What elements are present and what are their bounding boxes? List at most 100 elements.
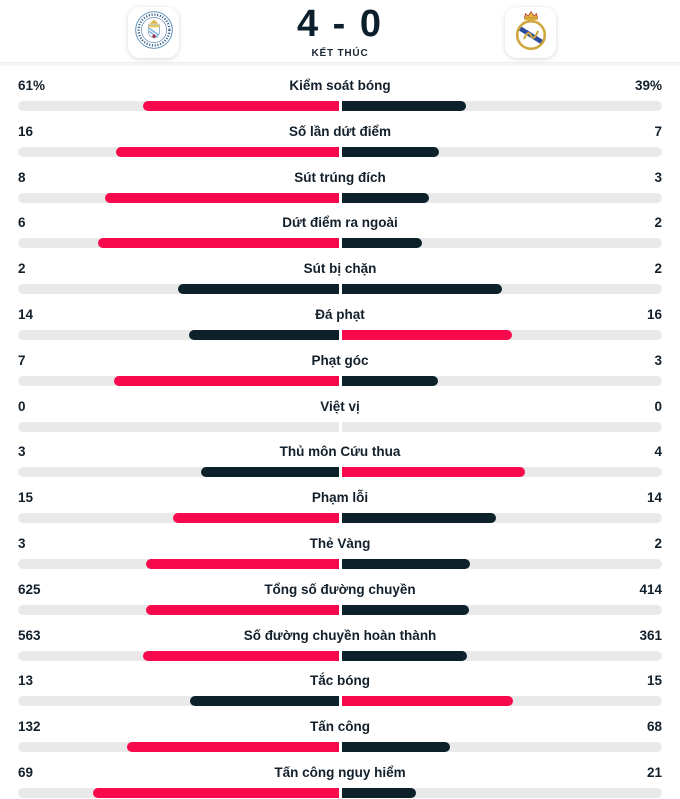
stat-row: Tấn công 132 68 <box>18 707 662 753</box>
stat-bar <box>18 604 662 615</box>
away-value: 16 <box>646 306 662 322</box>
home-value: 69 <box>18 764 34 780</box>
stat-bar <box>18 513 662 524</box>
stat-label: Phạt góc <box>311 352 369 368</box>
home-value: 61% <box>18 78 46 93</box>
stat-label: Việt vị <box>320 398 360 414</box>
away-bar <box>341 467 525 478</box>
away-value: 14 <box>646 490 662 506</box>
match-header: 4 - 0 KẾT THÚC <box>0 0 680 62</box>
home-bar <box>145 604 339 615</box>
stat-bar <box>18 467 662 478</box>
stat-bar <box>18 284 662 295</box>
stat-row: Việt vị 0 0 <box>18 387 662 433</box>
stat-row: Thủ môn Cứu thua 3 4 <box>18 432 662 478</box>
away-bar <box>341 329 513 340</box>
home-value: 13 <box>18 673 34 689</box>
bar-track-right <box>341 604 662 615</box>
bar-track-right <box>341 375 662 386</box>
bar-track-left <box>18 421 339 432</box>
home-value: 7 <box>18 352 26 368</box>
home-value: 6 <box>18 215 26 231</box>
bar-track-right <box>341 238 662 249</box>
bar-track-right <box>341 558 662 569</box>
stat-label: Phạm lỗi <box>311 490 369 506</box>
header-divider <box>0 62 680 66</box>
away-bar <box>341 192 429 203</box>
stat-row: Tổng số đường chuyền 625 414 <box>18 570 662 616</box>
bar-track-left <box>18 696 339 707</box>
away-value: 414 <box>639 581 662 597</box>
away-value: 4 <box>654 444 662 460</box>
stat-row: Kiểm soát bóng 61% 39% <box>18 66 662 112</box>
away-value: 2 <box>654 215 662 231</box>
away-value: 3 <box>654 352 662 368</box>
away-bar <box>341 375 438 386</box>
stat-row: Số đường chuyền hoàn thành 563 361 <box>18 616 662 662</box>
away-value: 68 <box>646 719 662 735</box>
home-bar <box>105 192 339 203</box>
stats-list: Kiểm soát bóng 61% 39% Số lần dứt điểm 1… <box>0 66 680 799</box>
home-bar <box>115 146 339 157</box>
stat-row: Đá phạt 14 16 <box>18 295 662 341</box>
stat-label: Tấn công <box>310 719 370 735</box>
stat-row: Sút bị chặn 2 2 <box>18 249 662 295</box>
bar-track-right <box>341 284 662 295</box>
home-value: 3 <box>18 444 26 460</box>
stat-bar <box>18 742 662 753</box>
man-city-logo-icon <box>134 10 174 55</box>
stat-label: Sút bị chặn <box>303 261 377 277</box>
home-bar <box>98 238 339 249</box>
bar-track-right <box>341 101 662 111</box>
stat-label: Tổng số đường chuyền <box>264 581 416 597</box>
away-value: 39% <box>634 78 662 93</box>
bar-track-right <box>341 192 662 203</box>
away-bar <box>341 238 422 249</box>
stat-row: Dứt điểm ra ngoài 6 2 <box>18 203 662 249</box>
bar-track-right <box>341 742 662 753</box>
away-bar <box>341 696 514 707</box>
stat-label: Dứt điểm ra ngoài <box>282 215 398 231</box>
home-value: 132 <box>18 719 41 735</box>
away-value: 21 <box>646 764 662 780</box>
bar-track-left <box>18 467 339 478</box>
away-value: 15 <box>646 673 662 689</box>
stat-bar <box>18 101 662 111</box>
home-value: 15 <box>18 490 34 506</box>
home-bar <box>114 375 339 386</box>
stat-label: Kiểm soát bóng <box>289 78 391 93</box>
home-value: 563 <box>18 627 41 643</box>
home-bar <box>189 696 339 707</box>
match-score: 4 - 0 <box>296 3 384 45</box>
stat-bar <box>18 696 662 707</box>
bar-track-right <box>341 787 662 798</box>
bar-track-right <box>341 513 662 524</box>
stat-bar <box>18 192 662 203</box>
stat-row: Phạt góc 7 3 <box>18 341 662 387</box>
bar-track-left <box>18 329 339 340</box>
match-status: KẾT THÚC <box>311 48 369 59</box>
stat-row: Phạm lỗi 15 14 <box>18 478 662 524</box>
home-team-badge <box>128 7 179 58</box>
stat-bar <box>18 650 662 661</box>
away-bar <box>341 513 497 524</box>
away-bar <box>341 146 440 157</box>
stat-bar <box>18 421 662 432</box>
stat-bar <box>18 787 662 798</box>
stat-bar <box>18 329 662 340</box>
stat-row: Tắc bóng 13 15 <box>18 661 662 707</box>
stat-bar <box>18 558 662 569</box>
stat-row: Thẻ Vàng 3 2 <box>18 524 662 570</box>
home-bar <box>146 558 339 569</box>
away-value: 0 <box>654 398 662 414</box>
home-bar <box>178 284 339 295</box>
stat-label: Tấn công nguy hiểm <box>274 764 406 780</box>
away-bar <box>341 787 417 798</box>
home-bar <box>126 742 339 753</box>
home-value: 8 <box>18 169 26 185</box>
home-bar <box>92 787 339 798</box>
stat-row: Số lần dứt điểm 16 7 <box>18 112 662 158</box>
home-bar <box>188 329 339 340</box>
away-team-badge <box>505 7 556 58</box>
stat-label: Sút trúng đích <box>294 169 386 185</box>
